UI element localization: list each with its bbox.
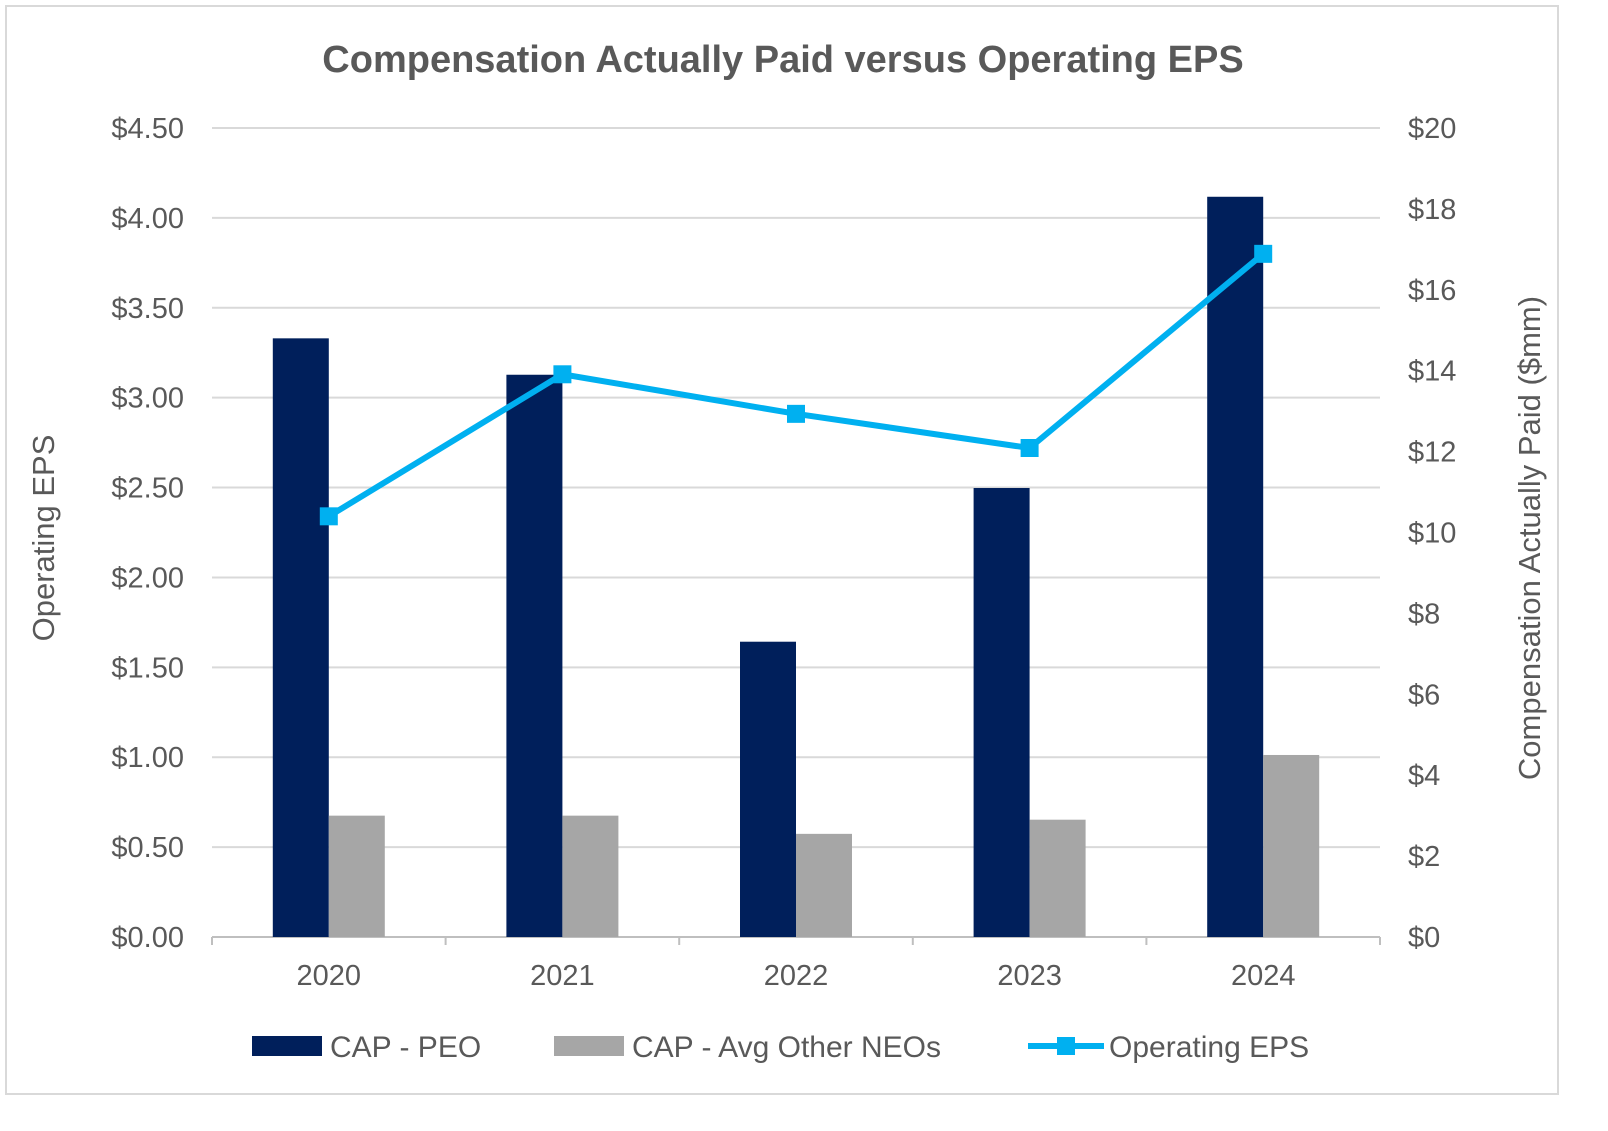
y-left-tick-label: $3.00 (111, 383, 184, 415)
legend-label: Operating EPS (1109, 1031, 1309, 1064)
y-left-tick-label: $0.50 (111, 832, 184, 864)
x-tick-label: 2022 (764, 960, 829, 992)
y-left-tick-label: $2.50 (111, 473, 184, 505)
chart-title: Compensation Actually Paid versus Operat… (322, 39, 1243, 81)
y-left-tick-label: $4.00 (111, 203, 184, 235)
bar-cap-avg-other-neos (562, 815, 619, 937)
x-tick-label: 2021 (530, 960, 595, 992)
y-right-tick-label: $16 (1408, 275, 1456, 307)
eps-line (327, 251, 1266, 519)
eps-marker (1254, 244, 1273, 263)
y-right-tick-label: $10 (1408, 518, 1456, 550)
y-right-tick-label: $4 (1408, 760, 1440, 792)
bar-cap-peo (506, 374, 563, 937)
y-right-tick-label: $2 (1408, 841, 1440, 873)
y-right-tick-label: $18 (1408, 194, 1456, 226)
y-right-tick-label: $6 (1408, 679, 1440, 711)
x-tick-label: 2023 (997, 960, 1062, 992)
y-right-tick-label: $8 (1408, 598, 1440, 630)
legend-swatch-cap-neo (554, 1036, 624, 1056)
chart-frame (5, 5, 1559, 1095)
bar-cap-avg-other-neos (796, 833, 852, 937)
bar-cap-peo (740, 641, 796, 937)
legend-label: CAP - Avg Other NEOs (632, 1031, 941, 1064)
y-right-tick-label: $14 (1408, 356, 1456, 388)
y-left-tick-label: $0.00 (111, 922, 184, 954)
eps-marker (1020, 439, 1039, 458)
bar-cap-peo (1207, 196, 1264, 937)
y-left-tick-label: $1.50 (111, 652, 184, 684)
y-left-axis-label: Operating EPS (26, 435, 61, 642)
y-right-tick-label: $0 (1408, 922, 1440, 954)
bar-cap-peo (973, 488, 1030, 937)
bar-cap-peo (272, 338, 329, 938)
bar-cap-avg-other-neos (1263, 754, 1320, 937)
y-left-tick-label: $1.00 (111, 742, 184, 774)
eps-marker (319, 507, 338, 526)
y-right-tick-label: $20 (1408, 113, 1456, 145)
y-left-tick-label: $3.50 (111, 293, 184, 325)
x-tick-label: 2024 (1231, 960, 1296, 992)
y-left-tick-label: $4.50 (111, 113, 184, 145)
bar-cap-avg-other-neos (328, 815, 385, 937)
y-left-tick-label: $2.00 (111, 562, 184, 594)
eps-marker (787, 404, 805, 423)
eps-marker (553, 365, 572, 384)
x-tick-label: 2020 (297, 960, 362, 992)
legend-swatch-cap-peo (252, 1036, 322, 1056)
bar-cap-avg-other-neos (1029, 819, 1086, 937)
legend-swatch-eps-marker (1057, 1037, 1075, 1055)
legend-label: CAP - PEO (330, 1031, 481, 1064)
y-right-axis-label: Compensation Actually Paid ($mm) (1512, 296, 1547, 780)
y-right-tick-label: $12 (1408, 437, 1456, 469)
